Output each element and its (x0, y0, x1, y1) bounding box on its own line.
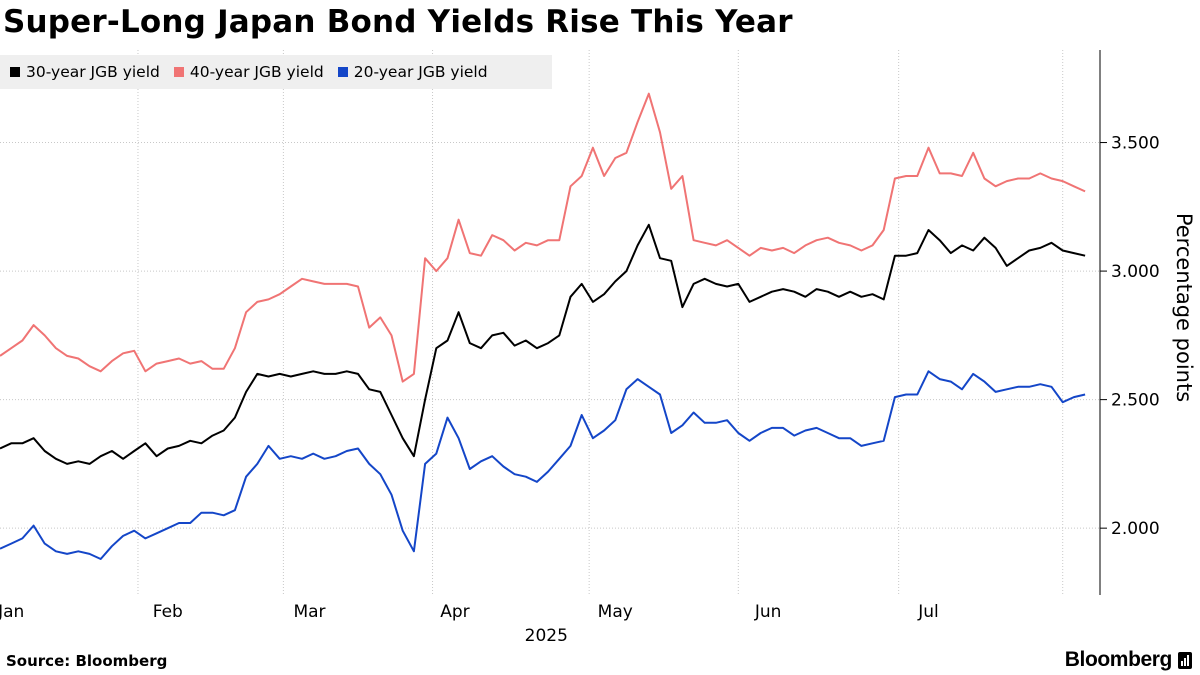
brand-name: Bloomberg (1064, 648, 1173, 671)
legend-label-30y: 30-year JGB yield (26, 63, 160, 81)
x-tick-label-jul: Jul (917, 602, 939, 622)
legend-item-20y: 20-year JGB yield (337, 63, 488, 81)
bloomberg-terminal-icon (1178, 651, 1192, 669)
x-tick-label-feb: Feb (153, 602, 183, 622)
x-tick-label-jun: Jun (754, 602, 782, 622)
legend-swatch-40y-icon (173, 67, 184, 77)
x-tick-label-apr: Apr (440, 602, 469, 622)
y-axis-label: Percentage points (1172, 213, 1196, 402)
y-tick-label-1: 2.500 (1111, 391, 1160, 411)
legend-label-40y: 40-year JGB yield (189, 63, 324, 81)
x-axis-year-label: 2025 (525, 626, 568, 646)
y-tick-label-3: 3.500 (1111, 134, 1160, 154)
source-note: Source: Bloomberg (6, 652, 168, 670)
y-tick-label-2: 3.000 (1111, 262, 1160, 282)
legend-swatch-30y-icon (10, 67, 20, 77)
chart-legend: 30-year JGB yield 40-year JGB yield 20-y… (0, 55, 552, 89)
series-line-30y (0, 223, 1086, 465)
legend-swatch-20y-icon (337, 67, 348, 77)
x-tick-label-jan: Jan (0, 602, 24, 622)
chart-title: Super-Long Japan Bond Yields Rise This Y… (3, 4, 793, 40)
legend-item-40y: 40-year JGB yield (173, 63, 324, 81)
brand-logo: Bloomberg (1065, 648, 1192, 672)
series-line-40y (0, 92, 1086, 383)
x-tick-label-may: May (598, 602, 633, 622)
x-tick-label-mar: Mar (293, 602, 325, 622)
series-line-20y (0, 370, 1086, 560)
legend-label-20y: 20-year JGB yield (353, 63, 488, 81)
legend-item-30y: 30-year JGB yield (10, 63, 160, 81)
y-tick-label-0: 2.000 (1111, 519, 1160, 539)
